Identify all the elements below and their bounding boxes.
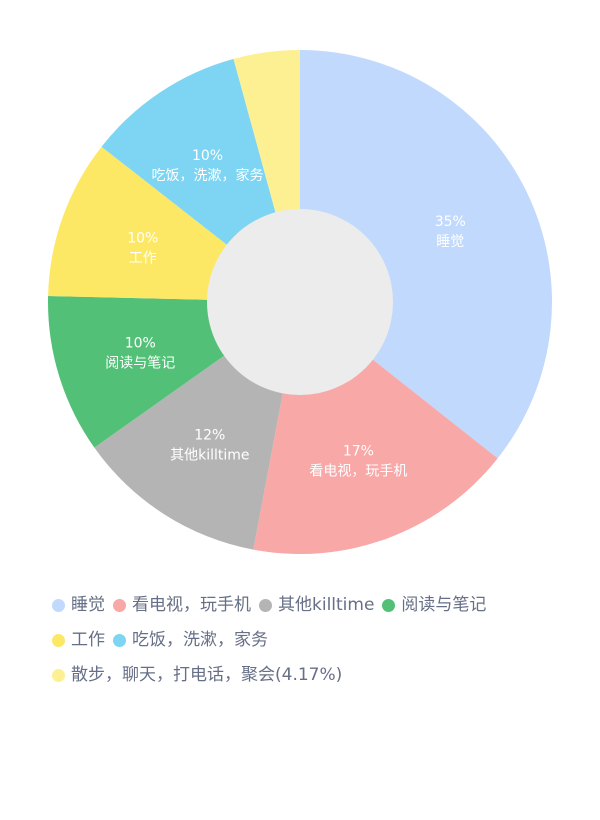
legend-row: 工作 吃饭，洗漱，家务 [52,623,572,658]
legend-dot-icon [52,599,65,612]
legend-label: 吃饭，洗漱，家务 [132,630,268,650]
slice-category-label: 阅读与笔记 [105,355,175,372]
slice-category-label: 其他killtime [170,448,249,464]
slice-percent-label: 17% [343,443,374,459]
legend-item[interactable]: 阅读与笔记 [382,588,486,623]
legend-label: 其他killtime [278,595,375,615]
legend-row: 睡觉 看电视，玩手机 其他killtime 阅读与笔记 [52,588,572,623]
slice-category-label: 吃饭，洗漱，家务 [152,167,264,184]
slice-percent-label: 10% [127,231,158,247]
legend-item[interactable]: 其他killtime [259,588,374,623]
slice-labels-group: 35% 睡觉 17% 看电视，玩手机 12% 其他killtime 10% 阅读与笔记 10% 工… [105,148,466,480]
donut-chart: 35% 睡觉 17% 看电视，玩手机 12% 其他killtime 10% 阅读与笔记 10% 工… [47,50,552,554]
legend-item[interactable]: 工作 [52,623,105,658]
legend-dot-icon [52,669,65,682]
slice-percent-label: 10% [192,148,223,164]
legend-item[interactable]: 睡觉 [52,588,105,623]
slice-percent-label: 10% [125,336,156,352]
legend-dot-icon [382,599,396,612]
legend-dot-icon [52,634,65,647]
legend-row: 散步，聊天，打电话，聚会(4.17%) [52,658,572,693]
legend-item[interactable]: 吃饭，洗漱，家务 [113,623,268,658]
pie-slice [300,50,552,459]
donut-center [207,209,393,395]
slice-percent-label: 35% [435,214,466,230]
legend-dot-icon [113,634,126,647]
legend-label: 阅读与笔记 [401,595,487,615]
slice-category-label: 工作 [129,251,157,267]
legend-dot-icon [113,599,126,612]
slice-percent-label: 12% [194,428,225,444]
legend-label: 散步，聊天，打电话，聚会(4.17%) [71,665,343,685]
legend-label: 看电视，玩手机 [132,595,251,615]
legend-label: 工作 [71,630,105,650]
slice-category-label: 睡觉 [436,234,464,250]
legend-item[interactable]: 散步，聊天，打电话，聚会(4.17%) [52,658,342,693]
legend-dot-icon [259,599,272,612]
slice-category-label: 看电视，玩手机 [309,463,407,479]
legend-label: 睡觉 [71,595,105,615]
legend: 睡觉 看电视，玩手机 其他killtime 阅读与笔记工作 吃饭，洗漱，家务散步，聊天，… [52,588,572,693]
legend-item[interactable]: 看电视，玩手机 [113,588,251,623]
